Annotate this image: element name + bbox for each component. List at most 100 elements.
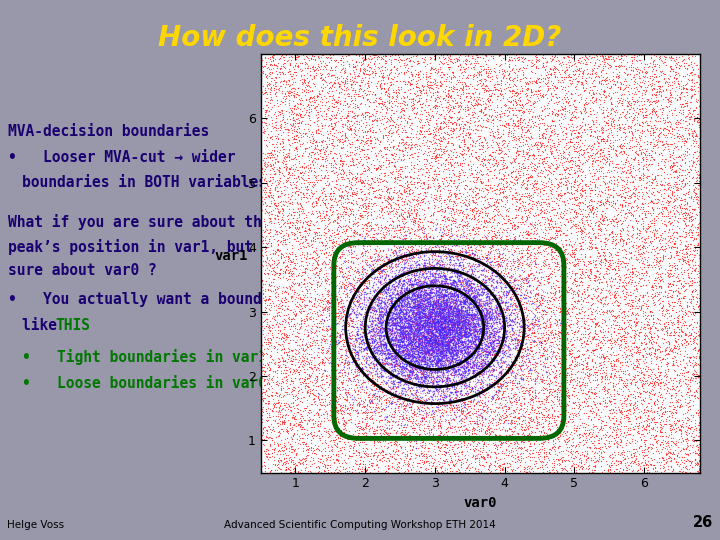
Point	[500, 276, 511, 285]
Point	[503, 281, 515, 289]
Point	[636, 88, 647, 97]
Point	[446, 350, 457, 359]
Point	[503, 352, 515, 360]
Point	[425, 458, 436, 467]
Point	[600, 320, 612, 329]
Point	[472, 396, 484, 405]
Point	[467, 137, 479, 145]
Point	[577, 103, 589, 111]
Point	[541, 336, 553, 345]
Point	[444, 118, 456, 127]
Point	[683, 261, 694, 269]
Point	[412, 343, 423, 352]
Point	[429, 238, 441, 247]
Point	[366, 318, 378, 327]
Point	[300, 285, 312, 293]
Point	[572, 409, 584, 417]
Point	[395, 316, 407, 325]
Point	[361, 166, 373, 175]
Point	[571, 268, 582, 277]
Point	[588, 346, 599, 354]
Point	[656, 268, 667, 277]
Point	[469, 322, 480, 330]
Point	[414, 345, 426, 354]
Point	[657, 138, 668, 147]
Point	[413, 319, 425, 327]
Point	[275, 446, 287, 455]
Point	[627, 296, 639, 305]
Point	[467, 409, 478, 417]
Point	[469, 340, 480, 348]
Point	[293, 116, 305, 125]
Point	[495, 259, 506, 268]
Point	[620, 382, 631, 390]
Point	[528, 229, 540, 238]
Point	[324, 206, 336, 214]
Point	[448, 268, 459, 277]
Point	[353, 144, 364, 152]
Point	[573, 399, 585, 408]
Point	[616, 357, 628, 366]
Point	[423, 268, 435, 276]
Point	[493, 318, 505, 326]
Point	[678, 255, 690, 264]
Point	[519, 53, 531, 62]
Point	[523, 126, 534, 135]
Point	[610, 241, 621, 249]
Point	[582, 397, 593, 406]
Point	[537, 294, 549, 302]
Point	[619, 188, 631, 197]
Point	[428, 300, 440, 308]
Point	[303, 166, 315, 174]
Point	[327, 192, 338, 201]
Point	[314, 420, 325, 429]
Point	[674, 402, 685, 411]
Point	[450, 383, 462, 391]
Point	[438, 228, 450, 237]
Point	[484, 65, 495, 73]
Point	[400, 143, 411, 152]
Point	[608, 412, 620, 421]
Point	[624, 138, 635, 146]
Point	[666, 420, 678, 429]
Point	[414, 314, 426, 322]
Point	[584, 152, 595, 161]
Point	[358, 245, 369, 254]
Point	[673, 108, 685, 117]
Point	[386, 75, 397, 83]
Point	[443, 340, 454, 349]
Point	[506, 416, 518, 424]
Point	[655, 92, 667, 100]
Point	[319, 317, 330, 326]
Point	[470, 345, 482, 353]
Point	[690, 188, 701, 197]
Point	[540, 195, 552, 204]
Point	[474, 410, 486, 419]
Point	[431, 438, 443, 447]
Point	[438, 356, 449, 365]
Point	[275, 295, 287, 304]
Point	[617, 206, 629, 215]
Point	[434, 313, 446, 321]
Point	[603, 336, 615, 345]
Point	[301, 63, 312, 72]
Point	[519, 431, 531, 440]
Point	[521, 421, 532, 429]
Point	[419, 299, 431, 308]
Point	[300, 234, 312, 243]
Point	[318, 358, 329, 367]
Point	[420, 356, 431, 365]
Point	[309, 379, 320, 388]
Point	[654, 347, 666, 356]
Point	[271, 285, 282, 293]
Point	[612, 298, 624, 306]
Point	[658, 184, 670, 193]
Point	[405, 416, 417, 425]
Point	[388, 188, 400, 197]
Point	[369, 316, 381, 325]
Point	[513, 361, 525, 370]
Point	[437, 119, 449, 127]
Point	[423, 116, 435, 125]
Point	[429, 238, 441, 246]
Point	[439, 314, 451, 323]
